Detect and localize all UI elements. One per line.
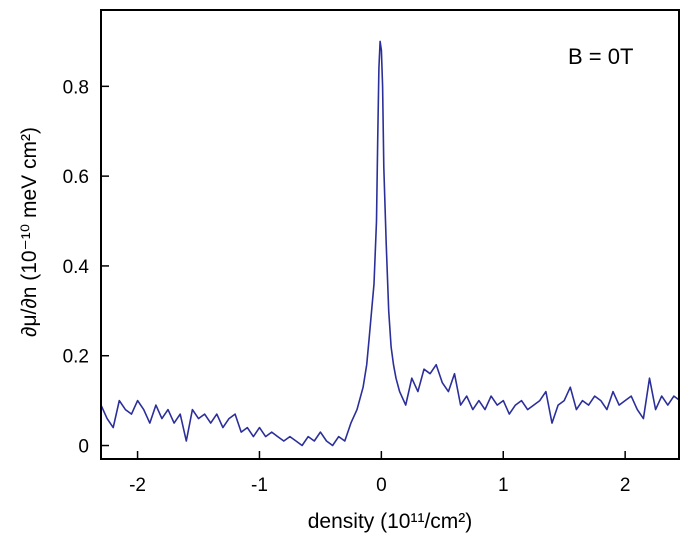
y-tick-label: 0.8 <box>63 77 89 98</box>
y-tick-label: 0.4 <box>63 257 90 278</box>
y-tick-label: 0.6 <box>63 167 89 188</box>
x-tick-label: -2 <box>129 475 146 496</box>
axis-ticks <box>101 85 626 459</box>
y-tick-label: 0 <box>78 437 89 458</box>
y-axis-label: ∂μ/∂n (10⁻¹⁰ meV cm²) <box>18 127 41 337</box>
series-line-0 <box>100 40 680 447</box>
x-tick-label: -1 <box>251 475 268 496</box>
x-tick-label: 0 <box>376 475 387 496</box>
x-tick-label: 2 <box>620 475 631 496</box>
y-tick-label: 0.2 <box>63 347 89 368</box>
x-tick-label: 1 <box>498 475 509 496</box>
series-layer <box>100 40 680 447</box>
plot-frame <box>100 9 680 460</box>
tick-labels: -2 -1 0 1 2 0 0.2 0.4 0.6 0.8 <box>63 77 631 496</box>
field-annotation: B = 0T <box>568 44 633 69</box>
x-axis-label: density (10¹¹/cm²) <box>308 510 473 533</box>
